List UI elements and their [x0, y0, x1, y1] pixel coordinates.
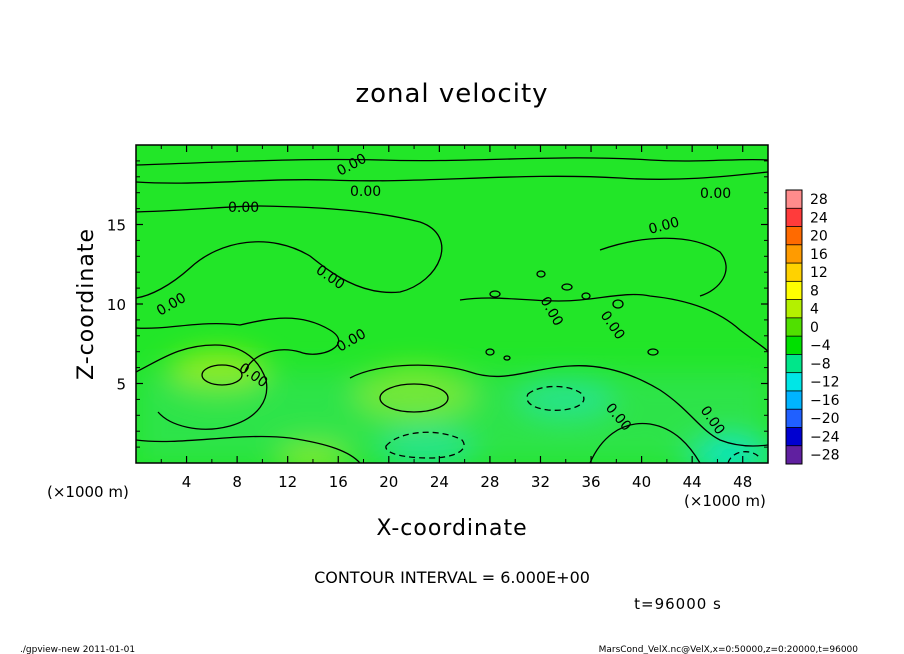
colorbar-label: 20 [810, 229, 828, 245]
colorbar-swatch [786, 427, 802, 446]
plot-area: 0.000.000.00 0.000.000.000.000.000.000.00… [135, 144, 769, 464]
colorbar: 28 24 20 16 12 8 4 0 −4 −8 −12 −16 −20 −24 −28 [785, 189, 840, 465]
y-tick-label: 15 [107, 217, 126, 235]
contour-label: 0.00 [350, 184, 381, 200]
colorbar-swatch [786, 372, 802, 391]
colorbar-swatch [786, 244, 802, 264]
x-tick-label: 20 [379, 473, 398, 491]
contour-line [136, 344, 268, 430]
chart-title: zonal velocity [355, 79, 548, 109]
colorbar-swatch [786, 445, 802, 464]
contour-line [489, 290, 501, 298]
colorbar-swatch [786, 208, 802, 227]
colorbar-swatch [786, 317, 802, 337]
field-shading [136, 352, 768, 463]
colorbar-label: 0 [810, 320, 819, 336]
colorbar-swatch [786, 281, 802, 300]
x-tick-label: 44 [683, 473, 702, 491]
colorbar-label: 4 [810, 302, 819, 318]
colorbar-swatch [786, 263, 802, 282]
contour-line [385, 431, 465, 459]
colorbar-label: −20 [810, 411, 840, 427]
y-axis: 5 10 15 [107, 160, 768, 448]
colorbar-label: 8 [810, 283, 819, 299]
colorbar-label: −4 [810, 338, 831, 354]
y-tick-label: 5 [116, 376, 126, 394]
contour-line [379, 383, 449, 413]
contour-line [536, 270, 546, 278]
field-region [704, 437, 757, 463]
y-axis-label: Z-coordinate [74, 228, 99, 380]
time-label: t=96000 s [634, 595, 722, 613]
contour-line [589, 422, 701, 463]
footer-right: MarsCond_VelX.nc@VelX,x=0:50000,z=0:2000… [599, 645, 859, 654]
x-axis: 4 8 12 16 20 24 28 32 36 40 44 48 [160, 145, 752, 491]
colorbar-label: −24 [810, 429, 840, 445]
footer-left: ./gpview-new 2011-01-01 [20, 645, 135, 654]
x-tick-label: 8 [232, 473, 242, 491]
x-tick-label: 16 [329, 473, 348, 491]
x-unit-right: (×1000 m) [684, 492, 766, 510]
contour-line [612, 299, 624, 309]
colorbar-swatch [786, 299, 802, 318]
contour-line [526, 385, 585, 411]
colorbar-label: 16 [810, 247, 828, 263]
contour-line [503, 355, 511, 361]
contour-line [727, 451, 761, 463]
contour-line [136, 435, 361, 463]
colorbar-swatch [786, 354, 802, 373]
contour-line [581, 292, 591, 300]
colorbar-swatch [786, 390, 802, 410]
colorbar-label: −28 [810, 448, 840, 464]
contour-line [599, 237, 727, 297]
x-tick-label: 12 [278, 473, 297, 491]
colorbar-label: 24 [810, 210, 828, 226]
x-axis-label: X-coordinate [376, 516, 527, 541]
contour-line [136, 205, 443, 299]
contour-line [647, 348, 659, 356]
y-tick-label: 10 [107, 296, 126, 314]
x-tick-label: 32 [531, 473, 550, 491]
contour-line [485, 348, 495, 356]
contour-line [459, 293, 768, 353]
colorbar-swatch [786, 409, 802, 428]
contour-label: 0.00 [228, 200, 259, 216]
colorbar-label: 28 [810, 192, 828, 208]
x-tick-label: 40 [632, 473, 651, 491]
contour-line [136, 171, 768, 184]
x-tick-label: 4 [182, 473, 192, 491]
x-tick-label: 48 [733, 473, 752, 491]
x-tick-label: 28 [480, 473, 499, 491]
contour-line [201, 364, 243, 386]
field-region [136, 373, 768, 463]
contour-lines [136, 157, 768, 463]
x-tick-label: 36 [581, 473, 600, 491]
colorbar-swatch [786, 336, 802, 355]
colorbar-label: −16 [810, 393, 840, 409]
contour-interval: CONTOUR INTERVAL = 6.000E+00 [314, 568, 590, 587]
x-unit-left: (×1000 m) [47, 483, 129, 501]
contour-line [561, 283, 573, 291]
contour-line [136, 317, 340, 373]
colorbar-label: 12 [810, 265, 828, 281]
colorbar-label: −12 [810, 375, 840, 391]
contour-label: 0.00 [647, 214, 681, 238]
colorbar-swatch [786, 226, 802, 245]
x-tick-label: 24 [430, 473, 449, 491]
contour-line [349, 364, 768, 447]
colorbar-swatch [786, 190, 802, 209]
contour-label: 0.00 [700, 186, 731, 202]
colorbar-label: −8 [810, 356, 831, 372]
contour-line [136, 157, 768, 166]
